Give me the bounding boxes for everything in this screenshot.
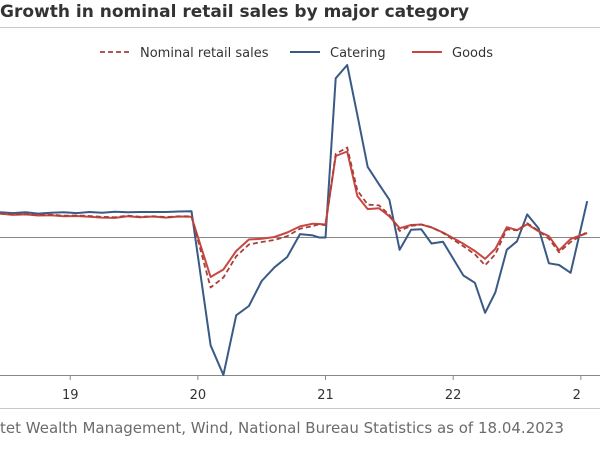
legend-label-goods: Goods — [452, 46, 493, 61]
legend-label-catering: Catering — [330, 46, 386, 61]
series-layer — [0, 64, 589, 376]
x-tick-label: 20 — [190, 388, 207, 403]
legend: Nominal retail sales Catering Goods — [100, 46, 493, 61]
x-axis-ticks: 19 20 21 22 2 — [62, 375, 582, 403]
series-line-nominal-retail-sales — [0, 146, 588, 289]
x-tick-label: 19 — [62, 388, 79, 403]
x-tick-label: 21 — [317, 388, 334, 403]
x-tick-label: 22 — [445, 388, 462, 403]
chart-title: Growth in nominal retail sales by major … — [0, 2, 470, 22]
x-tick-label: 2 — [573, 388, 581, 403]
series-line-catering — [0, 64, 589, 376]
series-line-goods — [0, 150, 588, 278]
source-note: tet Wealth Management, Wind, National Bu… — [0, 419, 564, 437]
legend-label-nominal-retail-sales: Nominal retail sales — [140, 46, 269, 61]
